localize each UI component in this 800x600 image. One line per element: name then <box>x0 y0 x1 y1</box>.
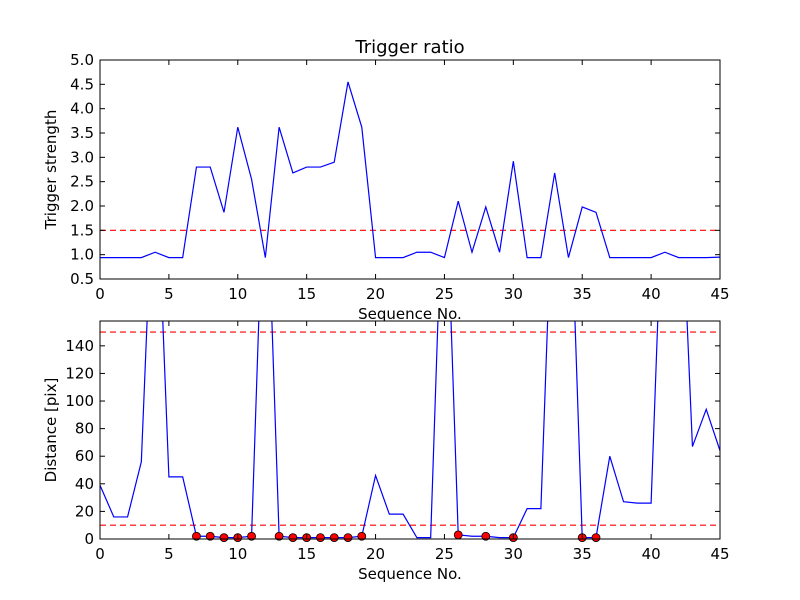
bottom-marker-point-6 <box>288 533 298 543</box>
bottom-y-tick-label-5: 100 <box>65 392 94 410</box>
bottom-x-axis-label: Sequence No. <box>358 565 462 583</box>
bottom-marker-point-5 <box>274 531 284 541</box>
bottom-x-tick-label-5: 25 <box>435 545 454 563</box>
bottom-x-tick-label-8: 40 <box>642 545 661 563</box>
bottom-y-tick-label-3: 60 <box>75 447 94 465</box>
bottom-marker-point-13 <box>481 531 491 541</box>
bottom-marker-point-16 <box>591 533 601 543</box>
bottom-marker-point-10 <box>343 533 353 543</box>
bottom-marker-point-9 <box>329 533 339 543</box>
top-chart-title: Trigger ratio <box>354 37 464 58</box>
top-y-tick-label-5: 3.0 <box>70 148 94 166</box>
top-y-tick-label-1: 1.0 <box>70 246 94 264</box>
bottom-x-tick-label-3: 15 <box>297 545 316 563</box>
bottom-y-tick-label-0: 0 <box>84 530 94 548</box>
bottom-y-tick-label-2: 40 <box>75 475 94 493</box>
top-plot-area <box>100 60 720 279</box>
top-x-tick-label-5: 25 <box>435 285 454 303</box>
top-series-line-0 <box>100 81 720 259</box>
top-y-tick-label-2: 1.5 <box>70 221 94 239</box>
top-x-tick-label-6: 30 <box>504 285 523 303</box>
top-x-tick-label-8: 40 <box>642 285 661 303</box>
bottom-y-tick-label-7: 140 <box>65 337 94 355</box>
bottom-series-line-0 <box>100 321 720 539</box>
bottom-y-tick-label-1: 20 <box>75 502 94 520</box>
bottom-plot-area <box>100 321 720 539</box>
bottom-x-tick-label-1: 5 <box>164 545 174 563</box>
bottom-marker-point-12 <box>453 530 463 540</box>
top-y-tick-label-0: 0.5 <box>70 270 94 288</box>
top-chart-panel: 0 5 10 15 20 25 30 35 40 45 0.5 1.0 1.5 2.0 2.5 3.0 3.5 4… <box>42 51 730 323</box>
bottom-marker-point-1 <box>205 531 215 541</box>
top-x-tick-label-7: 35 <box>573 285 592 303</box>
bottom-marker-point-8 <box>316 533 325 543</box>
bottom-marker-point-4 <box>247 531 256 541</box>
bottom-marker-point-2 <box>219 533 229 543</box>
top-axes-frame <box>99 59 721 280</box>
bottom-y-axis-label: Distance [pix] <box>42 378 60 483</box>
top-y-tick-label-9: 5.0 <box>70 51 94 69</box>
bottom-x-tick-label-0: 0 <box>95 545 105 563</box>
top-x-axis-label: Sequence No. <box>358 305 462 323</box>
bottom-y-tick-label-6: 120 <box>65 364 94 382</box>
top-x-tick-label-9: 45 <box>710 285 729 303</box>
top-y-tick-label-7: 4.0 <box>70 100 94 118</box>
top-x-tick-label-4: 20 <box>366 285 385 303</box>
top-y-tick-label-4: 2.5 <box>70 173 94 191</box>
top-x-tick-label-1: 5 <box>164 285 174 303</box>
top-x-tick-label-2: 10 <box>228 285 247 303</box>
bottom-x-tick-label-9: 45 <box>710 545 729 563</box>
bottom-marker-point-11 <box>357 531 367 541</box>
bottom-x-tick-label-6: 30 <box>504 545 523 563</box>
top-y-tick-label-8: 4.5 <box>70 75 94 93</box>
bottom-chart-panel: 0 5 10 15 20 25 30 35 40 45 0 20 40 60 80 100 120 140 Sequ… <box>42 320 730 583</box>
bottom-axes-frame <box>99 320 721 540</box>
bottom-marker-point-0 <box>192 531 201 541</box>
top-y-axis-label: Trigger strength <box>42 110 60 231</box>
bottom-y-tick-label-4: 80 <box>75 420 94 438</box>
top-y-tick-label-3: 2.0 <box>70 197 94 215</box>
bottom-x-tick-label-4: 20 <box>366 545 385 563</box>
bottom-x-tick-label-7: 35 <box>573 545 592 563</box>
top-y-tick-label-6: 3.5 <box>70 124 94 142</box>
top-x-tick-label-0: 0 <box>95 285 105 303</box>
top-x-tick-label-3: 15 <box>297 285 316 303</box>
bottom-x-tick-label-2: 10 <box>228 545 247 563</box>
